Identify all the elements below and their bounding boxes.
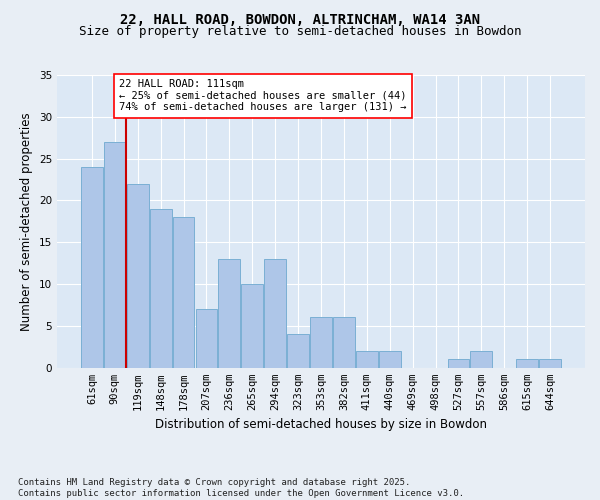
Text: 22, HALL ROAD, BOWDON, ALTRINCHAM, WA14 3AN: 22, HALL ROAD, BOWDON, ALTRINCHAM, WA14 …: [120, 12, 480, 26]
Bar: [150, 208, 172, 368]
Bar: [81, 167, 103, 368]
Bar: [127, 184, 149, 368]
Bar: [379, 351, 401, 368]
Bar: [173, 217, 194, 368]
X-axis label: Distribution of semi-detached houses by size in Bowdon: Distribution of semi-detached houses by …: [155, 418, 487, 431]
Bar: [539, 359, 561, 368]
Bar: [264, 259, 286, 368]
Bar: [287, 334, 309, 368]
Bar: [196, 309, 217, 368]
Bar: [470, 351, 492, 368]
Bar: [241, 284, 263, 368]
Bar: [517, 359, 538, 368]
Text: Size of property relative to semi-detached houses in Bowdon: Size of property relative to semi-detach…: [79, 25, 521, 38]
Bar: [448, 359, 469, 368]
Text: 22 HALL ROAD: 111sqm
← 25% of semi-detached houses are smaller (44)
74% of semi-: 22 HALL ROAD: 111sqm ← 25% of semi-detac…: [119, 79, 407, 112]
Bar: [218, 259, 240, 368]
Bar: [356, 351, 378, 368]
Bar: [333, 318, 355, 368]
Y-axis label: Number of semi-detached properties: Number of semi-detached properties: [20, 112, 34, 330]
Bar: [104, 142, 125, 368]
Text: Contains HM Land Registry data © Crown copyright and database right 2025.
Contai: Contains HM Land Registry data © Crown c…: [18, 478, 464, 498]
Bar: [310, 318, 332, 368]
